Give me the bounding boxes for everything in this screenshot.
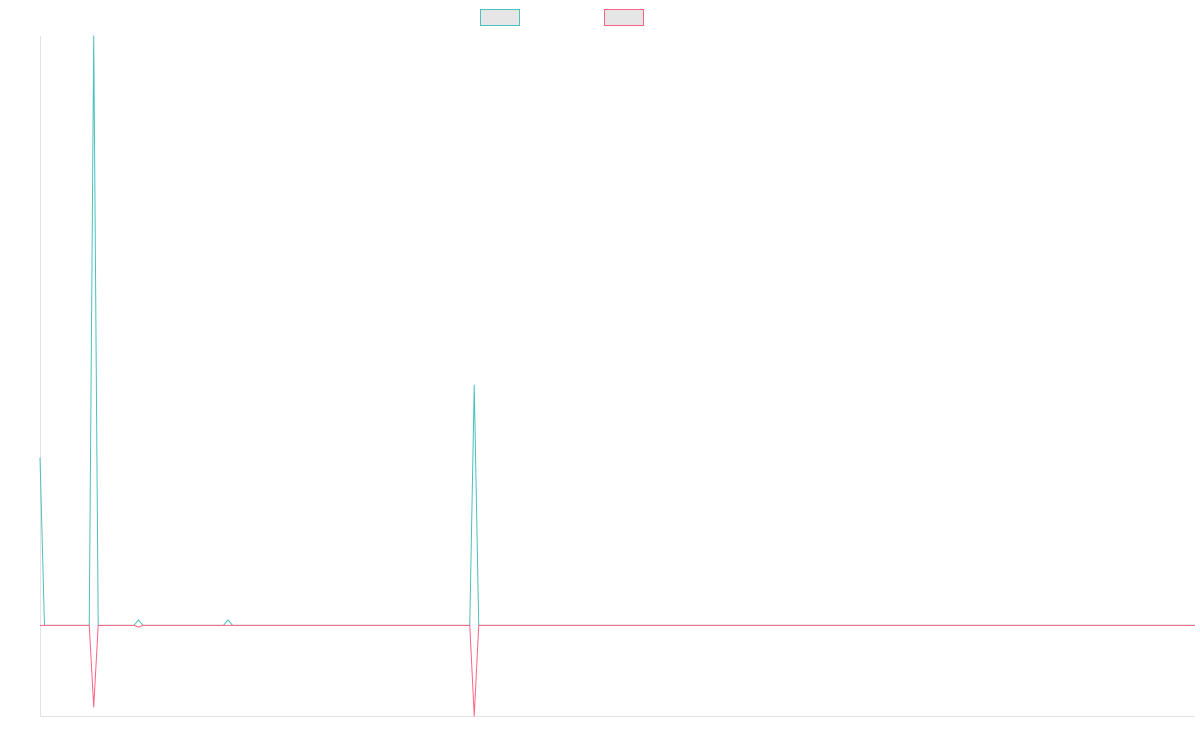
series-layer bbox=[39, 35, 1195, 717]
legend-swatch-series-2[interactable] bbox=[604, 9, 644, 26]
series-1-line bbox=[39, 35, 1195, 626]
legend-swatch-series-1[interactable] bbox=[480, 9, 520, 26]
series-2-line bbox=[40, 624, 1195, 717]
